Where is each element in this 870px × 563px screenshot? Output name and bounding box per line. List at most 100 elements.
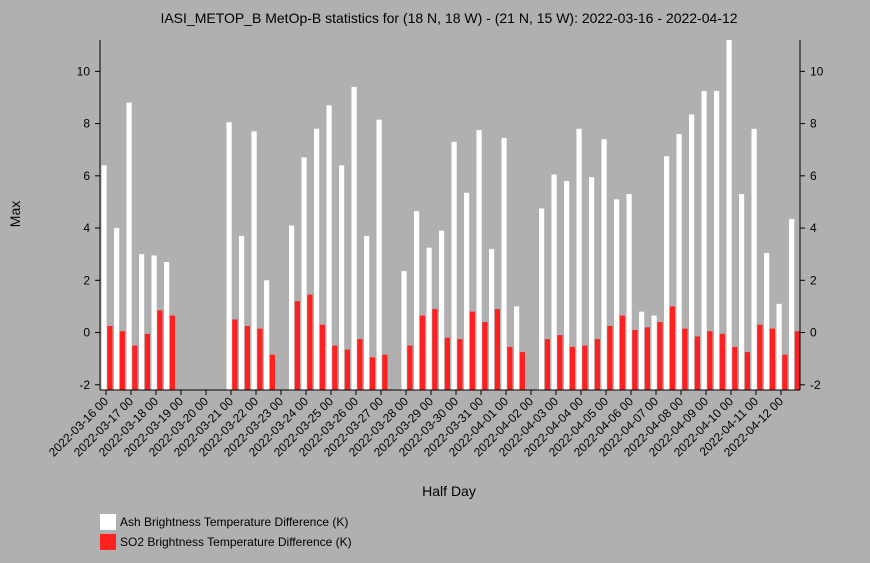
bar-ash-21 xyxy=(364,235,370,390)
bar-ash-26 xyxy=(426,247,432,390)
bar-ash-0 xyxy=(101,165,107,390)
legend-swatch-so2 xyxy=(100,534,116,550)
bar-ash-40 xyxy=(601,139,607,390)
bar-ash-47 xyxy=(689,114,695,390)
bar-ash-32 xyxy=(501,137,507,390)
bar-so2-0 xyxy=(107,326,113,390)
bar-ash-46 xyxy=(676,134,682,390)
y-tick-label-left-10: 10 xyxy=(77,64,91,78)
y-tick-label-right-2: 2 xyxy=(810,273,817,287)
bar-so2-11 xyxy=(244,326,250,390)
bar-so2-5 xyxy=(169,315,175,390)
bar-so2-28 xyxy=(457,339,463,390)
bar-ash-20 xyxy=(351,87,357,390)
bar-ash-54 xyxy=(776,303,782,390)
bar-ash-4 xyxy=(151,255,157,390)
bar-so2-20 xyxy=(357,339,363,390)
bar-ash-12 xyxy=(251,131,257,391)
bar-ash-18 xyxy=(326,105,332,391)
bar-ash-27 xyxy=(439,230,445,390)
bar-so2-10 xyxy=(232,319,238,390)
bar-ash-11 xyxy=(239,235,245,390)
y-tick-label-right-8: 8 xyxy=(810,117,817,131)
y-tick-label-right-6: 6 xyxy=(810,169,817,183)
legend-item-so2: SO2 Brightness Temperature Difference (K… xyxy=(100,532,352,552)
bar-so2-54 xyxy=(782,354,788,390)
legend-label-so2: SO2 Brightness Temperature Difference (K… xyxy=(120,535,352,549)
bar-so2-21 xyxy=(369,357,375,390)
y-axis-label: Max xyxy=(7,201,23,227)
bar-so2-33 xyxy=(519,352,525,390)
bar-so2-12 xyxy=(257,328,263,390)
y-tick-label-left-8: 8 xyxy=(83,117,90,131)
y-tick-label-right-10: 10 xyxy=(810,64,824,78)
bar-ash-5 xyxy=(164,262,170,390)
bars-group xyxy=(101,40,800,391)
bar-so2-15 xyxy=(294,301,300,390)
bar-so2-49 xyxy=(719,333,725,390)
bar-so2-2 xyxy=(132,345,138,390)
bar-so2-31 xyxy=(494,309,500,390)
y-tick-label-left-0: 0 xyxy=(83,326,90,340)
bar-so2-47 xyxy=(694,336,700,390)
bar-so2-51 xyxy=(744,352,750,390)
x-axis-label: Half Day xyxy=(422,483,476,499)
bar-so2-1 xyxy=(119,331,125,390)
y-tick-label-left-2: 2 xyxy=(83,273,90,287)
bar-ash-35 xyxy=(539,208,545,390)
y-tick-label-left-4: 4 xyxy=(83,221,90,235)
bar-ash-31 xyxy=(489,248,495,390)
bar-ash-39 xyxy=(589,177,595,390)
bar-ash-50 xyxy=(726,40,732,390)
bar-ash-41 xyxy=(614,199,620,390)
bar-so2-40 xyxy=(607,326,613,390)
bar-so2-46 xyxy=(682,328,688,390)
bar-so2-53 xyxy=(769,328,775,390)
bar-ash-2 xyxy=(126,102,132,390)
bar-ash-10 xyxy=(226,122,232,390)
bar-ash-33 xyxy=(514,306,520,390)
bar-so2-39 xyxy=(594,339,600,390)
bar-ash-1 xyxy=(114,228,120,390)
bar-so2-52 xyxy=(757,324,763,390)
bar-so2-43 xyxy=(644,327,650,390)
bar-ash-49 xyxy=(714,90,720,391)
bar-ash-51 xyxy=(739,194,745,390)
bar-ash-48 xyxy=(701,90,707,391)
bar-so2-22 xyxy=(382,354,388,390)
bar-ash-36 xyxy=(551,174,557,390)
bar-so2-25 xyxy=(419,315,425,390)
bar-so2-37 xyxy=(569,346,575,390)
chart-title: IASI_METOP_B MetOp-B statistics for (18 … xyxy=(160,10,737,26)
bar-ash-43 xyxy=(639,311,645,390)
bar-so2-41 xyxy=(619,315,625,390)
bar-so2-30 xyxy=(482,322,488,390)
bar-ash-30 xyxy=(476,130,482,391)
bar-so2-18 xyxy=(332,345,338,390)
bar-ash-25 xyxy=(414,211,420,390)
bar-so2-32 xyxy=(507,346,513,390)
bar-so2-13 xyxy=(269,354,275,390)
bar-so2-26 xyxy=(432,309,438,390)
bar-ash-15 xyxy=(289,225,295,390)
bar-so2-17 xyxy=(319,324,325,390)
bar-ash-19 xyxy=(339,165,345,390)
bar-ash-22 xyxy=(376,119,382,390)
bar-ash-37 xyxy=(564,181,570,390)
bar-ash-16 xyxy=(301,157,307,390)
bar-so2-29 xyxy=(469,311,475,390)
legend: Ash Brightness Temperature Difference (K… xyxy=(100,512,352,552)
legend-label-ash: Ash Brightness Temperature Difference (K… xyxy=(120,515,349,529)
bar-ash-44 xyxy=(651,315,657,390)
y-tick-label-left--2: -2 xyxy=(79,378,90,392)
bar-so2-44 xyxy=(657,322,663,390)
y-tick-label-right-4: 4 xyxy=(810,221,817,235)
bar-so2-35 xyxy=(544,339,550,390)
bar-ash-24 xyxy=(401,271,407,390)
bar-ash-3 xyxy=(139,254,145,390)
bar-so2-4 xyxy=(157,310,163,390)
bar-so2-50 xyxy=(732,346,738,390)
legend-swatch-ash xyxy=(100,514,116,530)
